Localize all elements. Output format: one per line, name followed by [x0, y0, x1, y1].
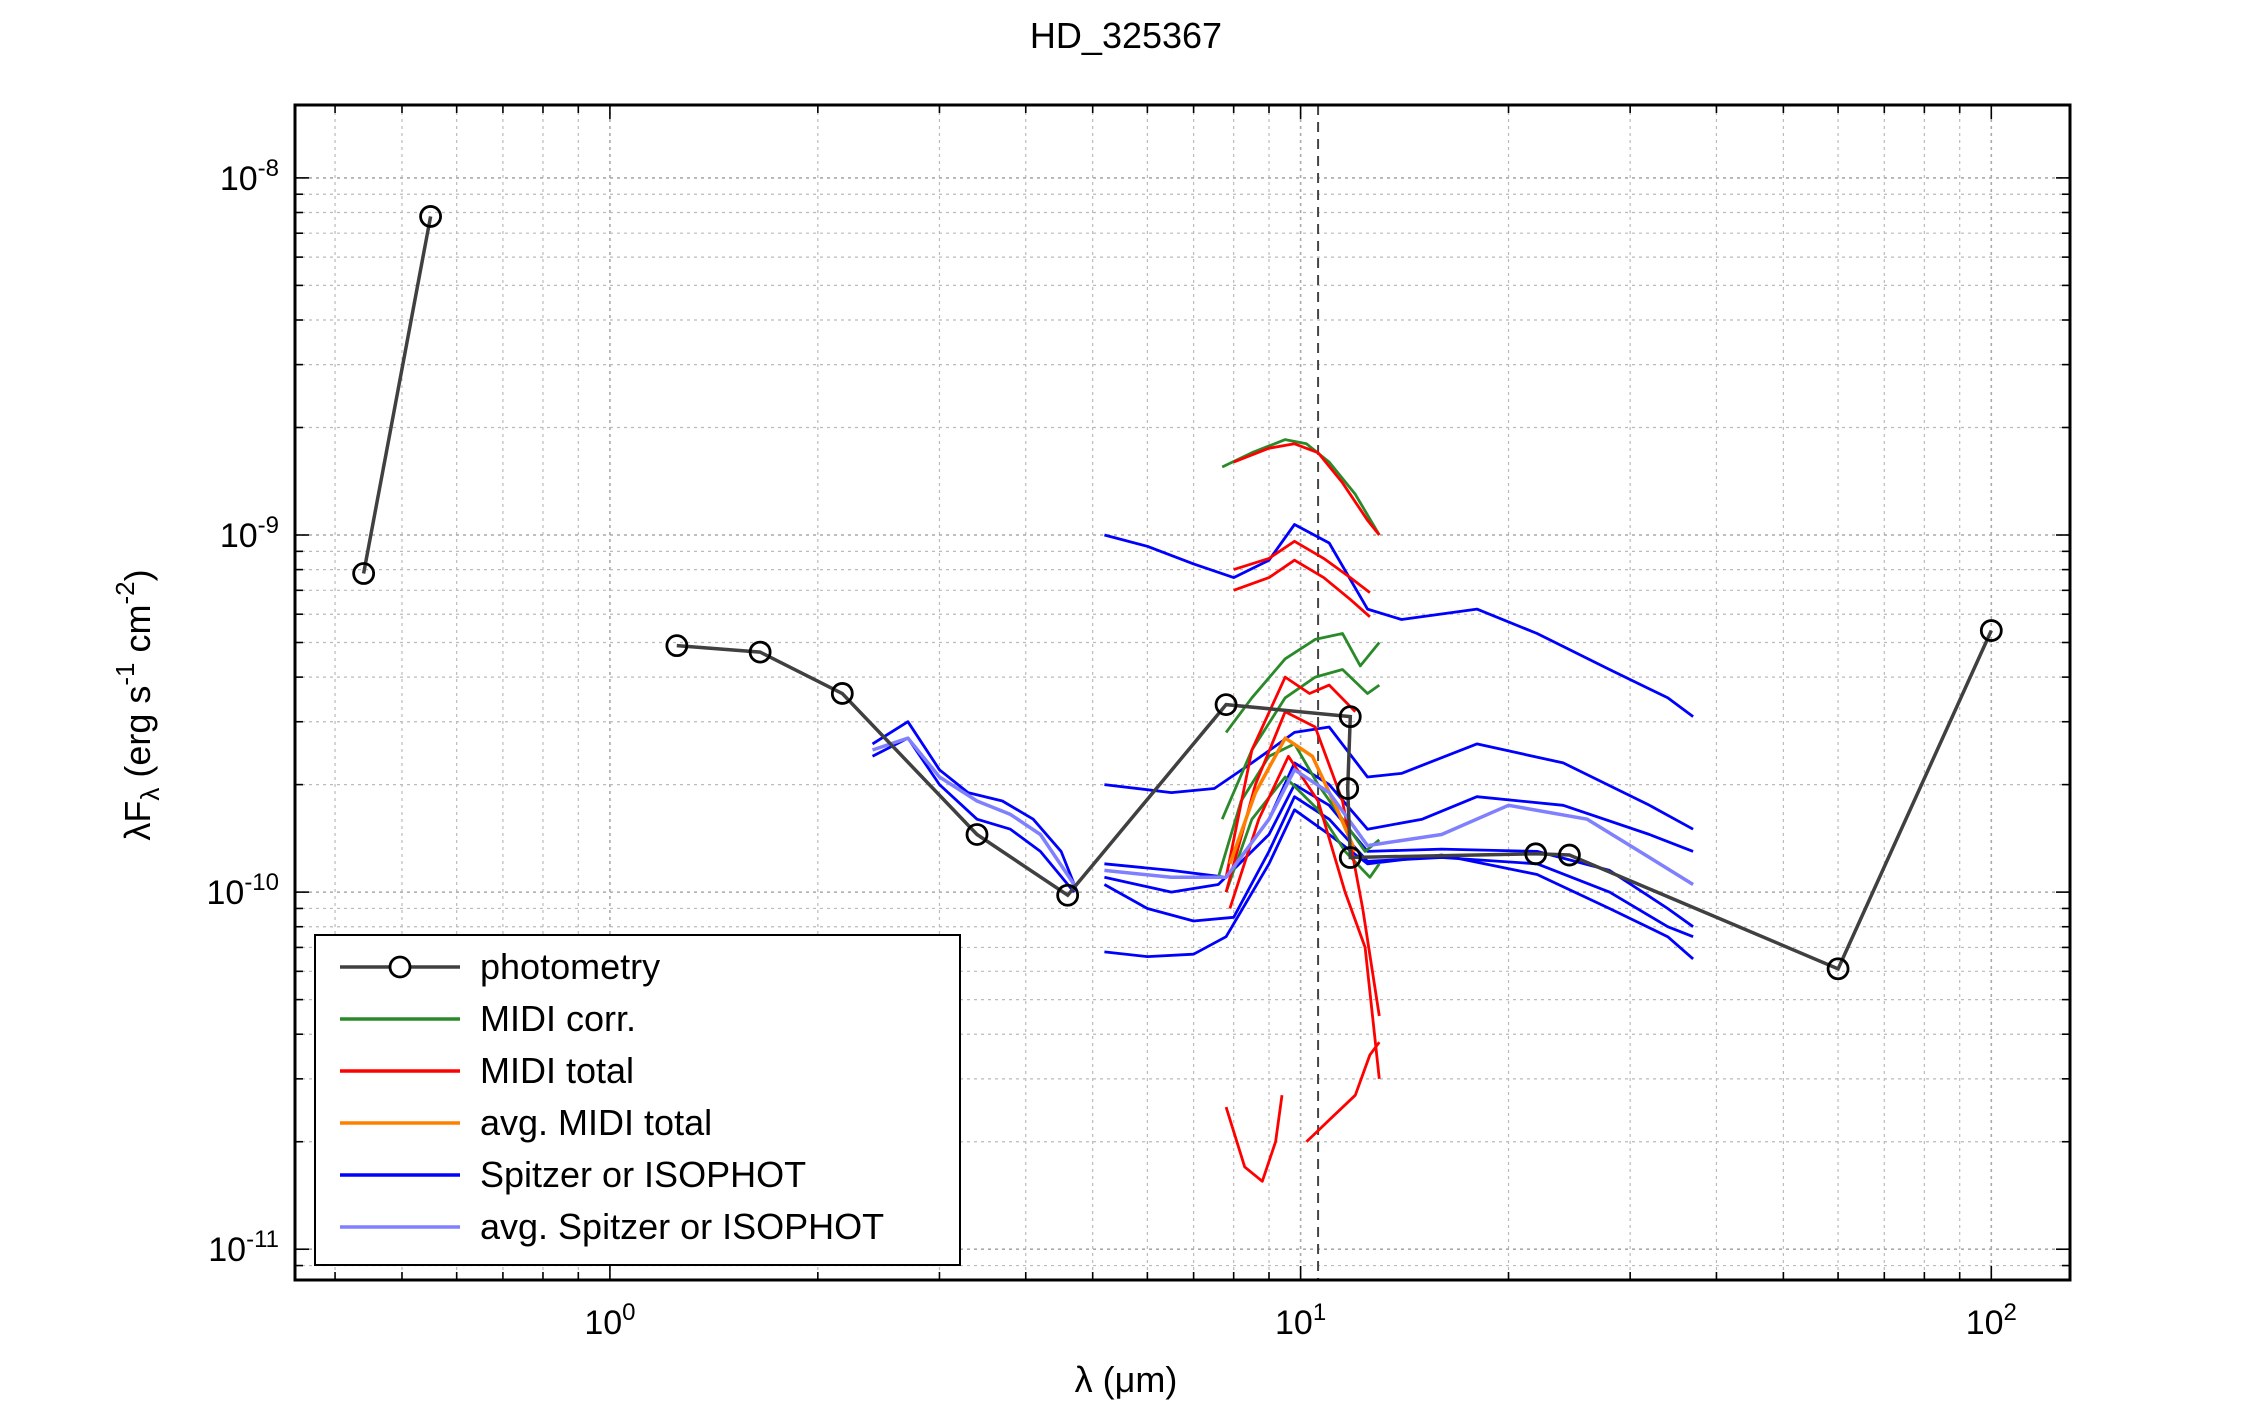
legend-label: MIDI total: [480, 1050, 634, 1091]
photometry-point: [1979, 619, 2003, 642]
spitzer-spectrum: [1104, 523, 1694, 718]
legend-marker: [388, 955, 412, 979]
spitzer-spectrum: [1103, 795, 1694, 939]
series-avg-midi-total: [1228, 736, 1357, 865]
avg-midi-total-spectrum: [1228, 736, 1357, 865]
avg-spitzer-spectrum: [1104, 768, 1695, 886]
photometry-point: [419, 205, 442, 228]
legend-label: avg. Spitzer or ISOPHOT: [480, 1206, 884, 1247]
chart-title: HD_325367: [1030, 15, 1222, 56]
photometry-point: [830, 682, 854, 705]
midi-total-spectrum: [1305, 1041, 1381, 1143]
y-tick-label: 10-8: [220, 155, 279, 198]
x-tick-label: 100: [584, 1299, 635, 1342]
legend-label: MIDI corr.: [480, 998, 636, 1039]
series-photometry: [352, 205, 2003, 981]
midi-corr-spectrum: [1221, 438, 1381, 536]
spitzer-spectrum: [871, 736, 1076, 893]
photometry-point: [1214, 693, 1238, 717]
midi-total-spectrum: [1224, 710, 1381, 1017]
y-axis-label: λFλ (erg s-1 cm-2): [110, 569, 165, 840]
midi-total-spectrum: [1233, 558, 1371, 618]
photometry-point: [1826, 957, 1850, 981]
midi-total-spectrum: [1233, 539, 1371, 594]
spitzer-spectrum: [1104, 808, 1695, 960]
legend-label: avg. MIDI total: [480, 1102, 712, 1143]
legend: photometry MIDI corr. MIDI total avg. MIDI …: [314, 934, 961, 1266]
photometry-point: [965, 823, 989, 846]
midi-total-spectrum: [1233, 442, 1381, 536]
series-avg-spitzer: [871, 736, 1695, 886]
legend-label: photometry: [480, 946, 660, 987]
photometry-line: [676, 629, 1993, 972]
y-tick-label: 10-11: [208, 1226, 279, 1269]
photometry-line: [361, 216, 433, 574]
photometry-point: [1338, 846, 1362, 869]
midi-total-spectrum: [1224, 1095, 1284, 1183]
legend-label: Spitzer or ISOPHOT: [480, 1154, 806, 1195]
photometry-point: [352, 562, 376, 585]
midi-corr-spectrum: [1224, 775, 1381, 893]
legend-box: [314, 934, 961, 1266]
photometry-point: [1558, 843, 1581, 867]
x-tick-label: 102: [1966, 1299, 2017, 1342]
plot-frame: [293, 103, 2072, 1282]
photometry-point: [665, 634, 689, 658]
avg-spitzer-spectrum: [871, 736, 1076, 886]
grid: [295, 105, 2070, 1280]
photometry-point: [1338, 705, 1362, 729]
y-tick-label: 10-9: [220, 512, 279, 555]
midi-total-spectrum: [1224, 675, 1357, 878]
x-axis-label: λ (μm): [1075, 1359, 1178, 1400]
axes-frame: [293, 103, 2072, 1282]
photometry-point: [1336, 777, 1360, 800]
photometry-point: [1056, 883, 1080, 907]
midi-corr-spectrum: [1224, 632, 1381, 734]
x-tick-label: 101: [1275, 1299, 1326, 1342]
photometry-point: [1524, 842, 1548, 866]
y-tick-label: 10-10: [206, 869, 279, 912]
plot-series: [352, 205, 2003, 1183]
photometry-point: [748, 640, 772, 664]
spitzer-spectrum: [871, 720, 1079, 893]
axis-ticks: 100 101 102 10-11 10-10 10-9 10-8: [206, 105, 2070, 1342]
midi-total-spectrum: [1228, 754, 1381, 1079]
midi-corr-spectrum: [1216, 742, 1381, 878]
series-midi-total: [1224, 442, 1381, 1183]
